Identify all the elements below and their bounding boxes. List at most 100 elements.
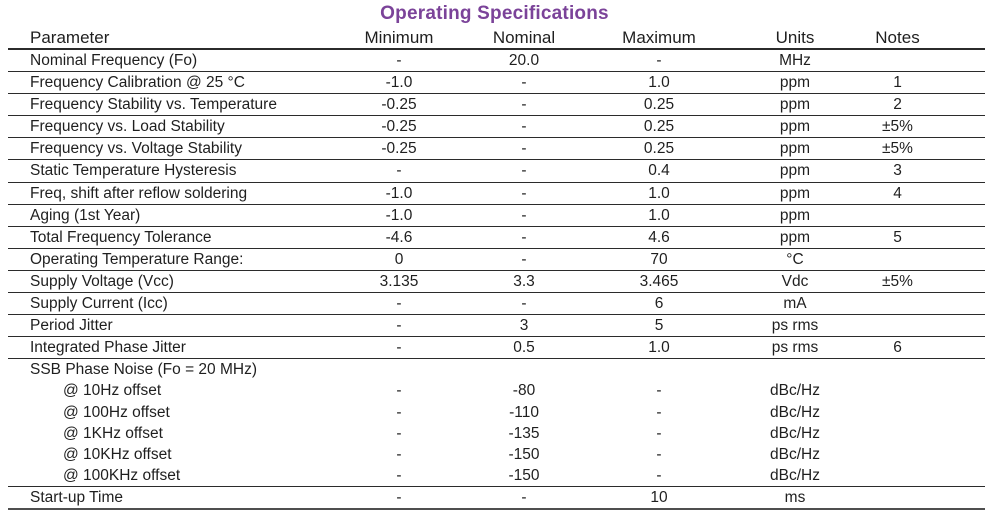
column-header-min: Minimum [343, 27, 455, 50]
cell-max: 4.6 [593, 226, 725, 249]
cell-min: - [343, 336, 455, 360]
cell-notes: 6 [865, 336, 985, 360]
cell-notes [865, 204, 985, 227]
cell-nom: -110 [509, 403, 539, 421]
cell-min: -0.25 [343, 137, 455, 161]
cell-max: 1.0 [593, 71, 725, 95]
cell-max: 10 [593, 486, 725, 510]
cell-param: Start-up Time [8, 486, 343, 510]
table-row: SSB Phase Noise (Fo = 20 MHz) [8, 359, 985, 381]
cell-param: Frequency vs. Load Stability [8, 115, 343, 139]
cell-param: Frequency Stability vs. Temperature [8, 93, 343, 117]
page-title: Operating Specifications [380, 3, 609, 24]
cell-max: 0.25 [593, 93, 725, 117]
cell-min: -0.25 [343, 93, 455, 117]
cell-notes: 3 [865, 159, 985, 183]
cell-nom: 3 [455, 314, 593, 338]
cell-notes [865, 359, 985, 381]
cell-min: - [343, 292, 455, 316]
cell-notes [865, 248, 985, 271]
cell-param: Total Frequency Tolerance [8, 226, 343, 249]
cell-min: -4.6 [343, 226, 455, 249]
cell-nom: - [455, 486, 593, 510]
table-body: Nominal Frequency (Fo) -20.0- MHz Frequency… [8, 49, 985, 510]
cell-nom: - [455, 204, 593, 227]
cell-notes [865, 49, 985, 73]
cell-param: Supply Voltage (Vcc) [8, 270, 343, 294]
cell-notes: 1 [865, 71, 985, 95]
cell-units: ppm [725, 226, 865, 249]
cell-max: - [593, 464, 725, 487]
cell-min: - [343, 464, 455, 487]
cell-min: - [343, 314, 455, 338]
table-row: Nominal Frequency (Fo) -20.0- MHz [8, 49, 985, 73]
cell-min: - [396, 382, 402, 400]
cell-units: Vdc [725, 270, 865, 294]
table-row: Aging (1st Year) -1.0-1.0 ppm [8, 204, 985, 227]
cell-min: - [343, 159, 455, 183]
table-row: Start-up Time - -10 ms [8, 486, 985, 510]
cell-param: Period Jitter [8, 314, 343, 338]
cell-max: 1.0 [593, 182, 725, 205]
cell-nom: - [455, 93, 593, 117]
cell-notes: ±5% [865, 137, 985, 161]
table-row: @ 1KHz offset - -135 - dBc/Hz [8, 423, 985, 444]
cell-min [343, 359, 455, 381]
cell-notes [865, 464, 985, 487]
cell-nom: 3.3 [455, 270, 593, 294]
cell-min: - [396, 403, 402, 421]
cell-units: ms [725, 486, 865, 510]
cell-units: mA [725, 292, 865, 316]
table-row: Frequency Calibration @ 25 °C -1.0-1.0 ppm… [8, 71, 985, 95]
cell-min: -1.0 [343, 182, 455, 205]
cell-notes [865, 380, 985, 401]
cell-nom: -80 [512, 382, 536, 400]
cell-nom: - [455, 248, 593, 271]
cell-param: Frequency Calibration @ 25 °C [8, 71, 343, 95]
table-row: Period Jitter -3 5 ps rms [8, 314, 985, 338]
cell-min: -0.25 [343, 115, 455, 139]
cell-min: 3.135 [343, 270, 455, 294]
cell-param: Aging (1st Year) [8, 204, 343, 227]
column-header-max: Maximum [593, 27, 725, 50]
cell-param: Frequency vs. Voltage Stability [8, 137, 343, 161]
cell-max: 0.4 [593, 159, 725, 183]
cell-param: @ 100Hz offset [63, 403, 170, 421]
cell-max: - [593, 49, 725, 73]
cell-max: 6 [593, 292, 725, 316]
cell-units: ppm [725, 159, 865, 183]
header-row: Parameter Minimum Nominal Maximum Units Notes [8, 27, 985, 50]
cell-max: 5 [593, 314, 725, 338]
cell-units [725, 359, 865, 381]
table-row: @ 10Hz offset - -80 - dBc/Hz [8, 380, 985, 401]
cell-min: -1.0 [343, 204, 455, 227]
table-row: Frequency vs. Load Stability -0.25-0.25 pp… [8, 115, 985, 139]
table-row: Operating Temperature Range: 0-70 °C [8, 248, 985, 271]
cell-units: dBc/Hz [725, 464, 865, 487]
cell-nom: - [455, 182, 593, 205]
cell-max: 3.465 [593, 270, 725, 294]
cell-min: - [343, 486, 455, 510]
cell-max: - [656, 424, 662, 442]
cell-nom: 0.5 [455, 336, 593, 360]
cell-units: dBc/Hz [770, 382, 820, 400]
cell-nom: - [455, 137, 593, 161]
cell-min: - [396, 445, 402, 463]
cell-units: ps rms [725, 336, 865, 360]
cell-notes: ±5% [865, 270, 985, 294]
table-row: Frequency vs. Voltage Stability -0.25-0.2… [8, 137, 985, 161]
cell-max: - [656, 382, 662, 400]
table-row: @ 100KHz offset - -150- dBc/Hz [8, 464, 985, 487]
cell-units: dBc/Hz [770, 424, 820, 442]
cell-min: 0 [343, 248, 455, 271]
table-row: Total Frequency Tolerance -4.6-4.6 ppm 5 [8, 226, 985, 249]
cell-notes [865, 402, 985, 423]
cell-max: 1.0 [593, 336, 725, 360]
table-row: Supply Current (Icc) - -6 mA [8, 292, 985, 316]
cell-param: Operating Temperature Range: [8, 248, 343, 271]
table-row: Integrated Phase Jitter -0.5 1.0 ps rms 6 [8, 336, 985, 360]
cell-max: - [656, 403, 662, 421]
table-row: Supply Voltage (Vcc) 3.135 3.3 3.465 Vdc ±5% [8, 270, 985, 294]
table-row: Freq, shift after reflow soldering -1.0-1… [8, 182, 985, 205]
